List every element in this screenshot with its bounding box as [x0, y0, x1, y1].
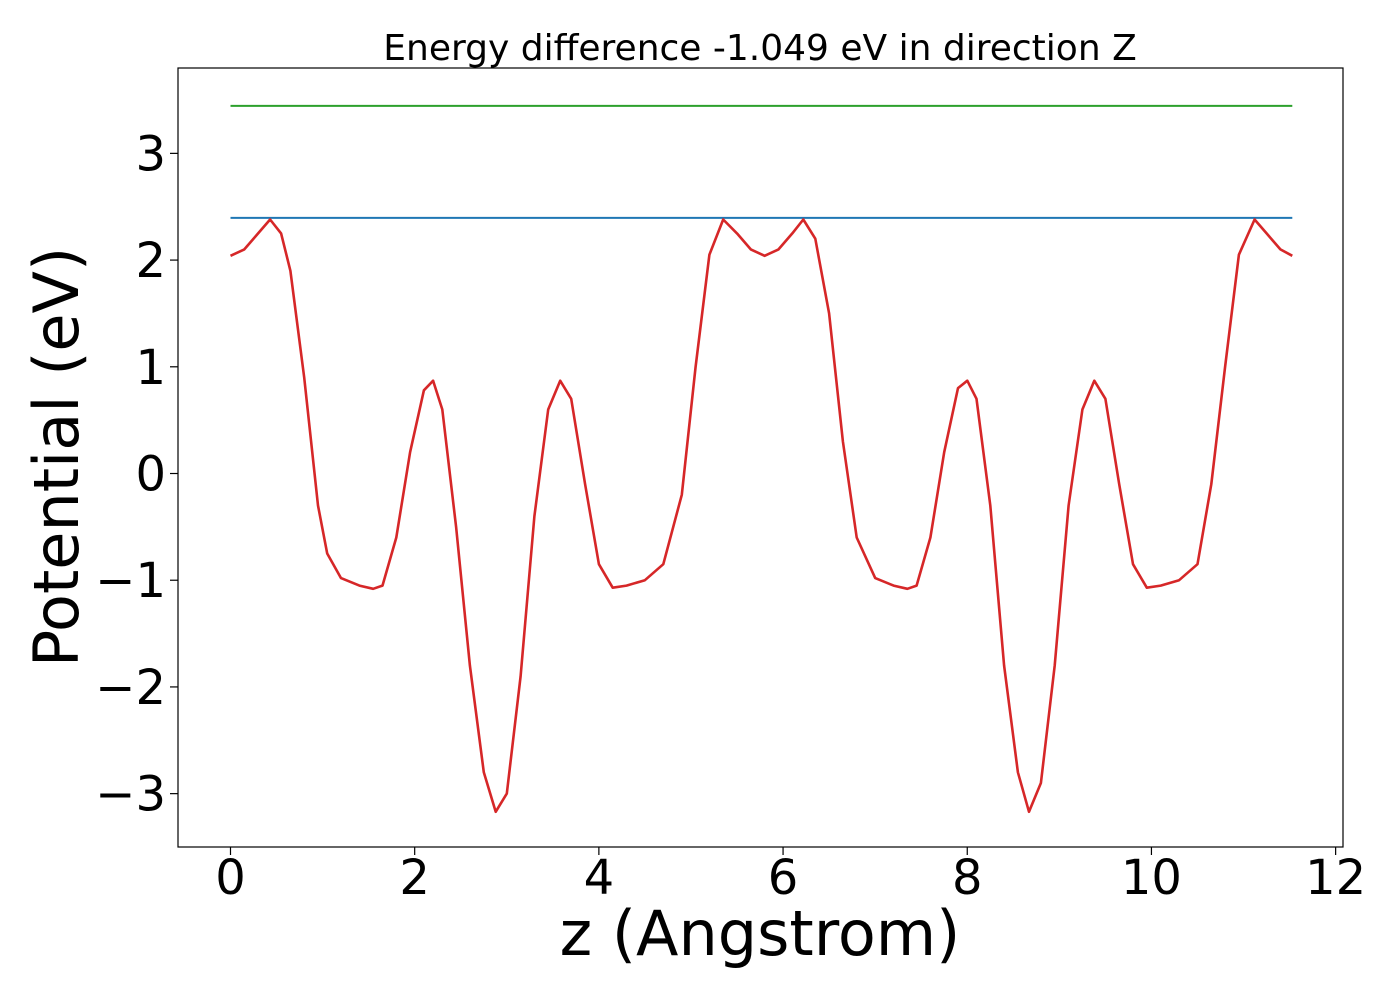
x-tick-label: 6	[768, 850, 799, 906]
chart-title: Energy difference -1.049 eV in direction…	[383, 28, 1137, 69]
x-tick-label: 10	[1121, 850, 1182, 906]
y-axis-label: Potential (eV)	[20, 247, 93, 667]
y-tick-label: 3	[135, 126, 166, 182]
y-axis: −3 −2 −1 0 1 2 3	[95, 126, 178, 823]
y-tick-label: −2	[95, 660, 166, 716]
x-tick-label: 4	[584, 850, 615, 906]
x-tick-label: 0	[215, 850, 246, 906]
y-tick-label: −3	[95, 767, 166, 823]
potential-curve	[229, 218, 1293, 814]
y-tick-label: 0	[135, 447, 166, 503]
x-tick-label: 12	[1305, 850, 1366, 906]
x-axis-label: z (Angstrom)	[560, 897, 961, 970]
y-tick-label: 1	[135, 340, 166, 396]
plot-area	[229, 104, 1293, 814]
x-axis: 0 2 4 6 8 10 12	[215, 847, 1366, 906]
y-tick-label: 2	[135, 233, 166, 289]
plot-frame	[177, 67, 1344, 848]
x-tick-label: 8	[952, 850, 983, 906]
x-tick-label: 2	[399, 850, 430, 906]
y-tick-label: −1	[95, 553, 166, 609]
